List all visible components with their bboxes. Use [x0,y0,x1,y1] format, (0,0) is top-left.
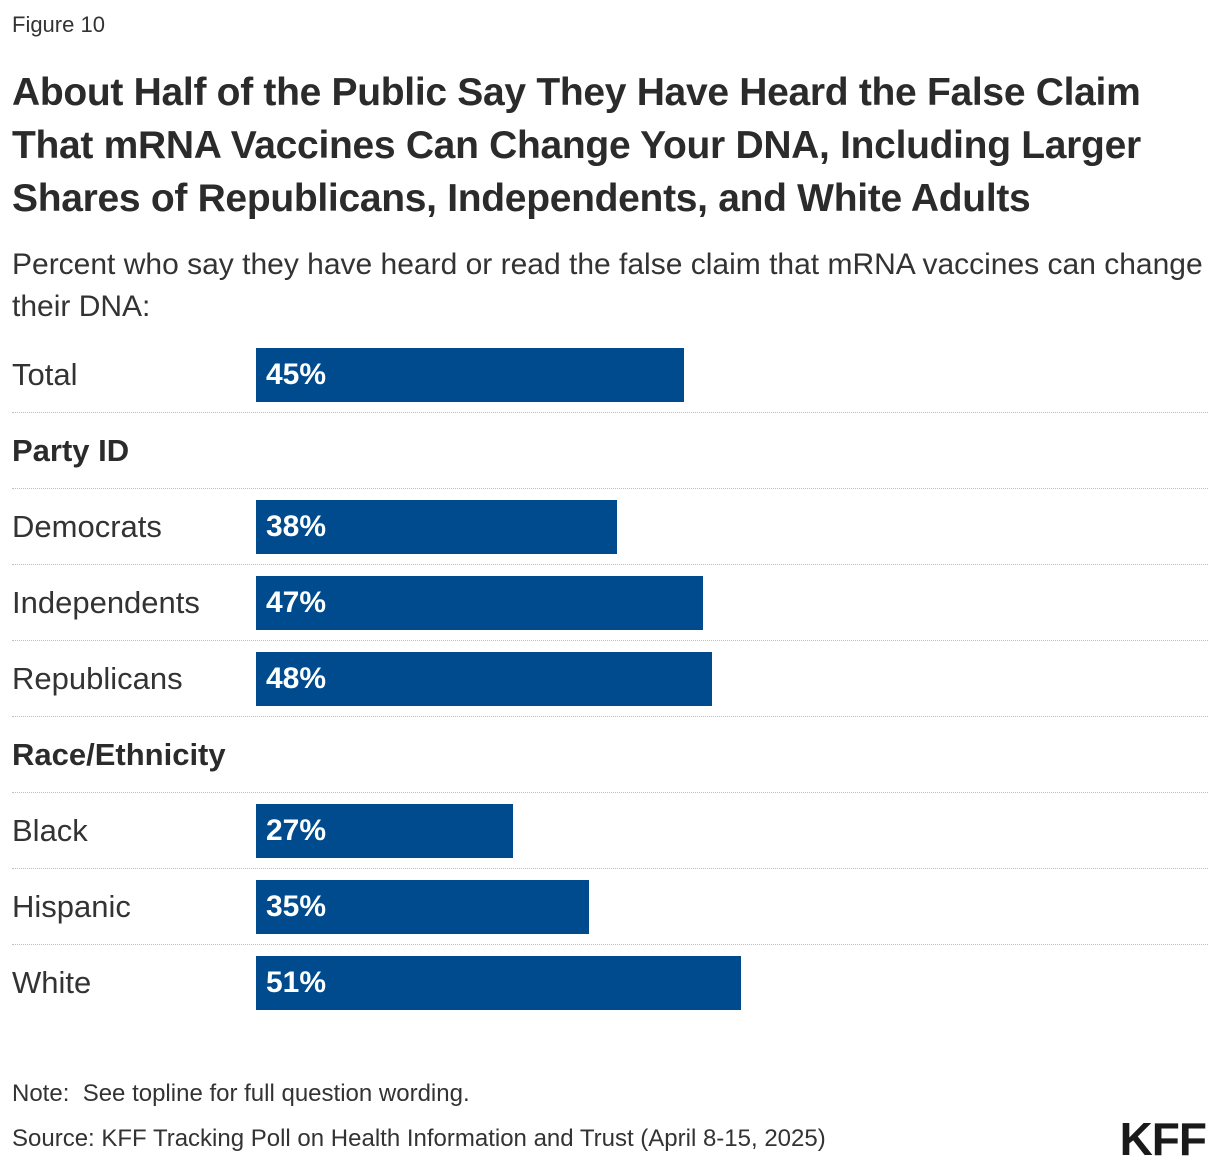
category-label: Total [12,357,78,392]
bar-row: Democrats 38% [12,489,1208,565]
group-header-row: Party ID [12,413,1208,489]
chart-title: About Half of the Public Say They Have H… [12,71,1141,220]
category-label: Democrats [12,509,162,544]
group-label: Race/Ethnicity [12,737,226,772]
bar-row: Total 45% [12,337,1208,413]
category-label: Hispanic [12,889,131,924]
bar-row: Hispanic 35% [12,869,1208,945]
category-label: Black [12,813,88,848]
bar-value-label: 51% [266,966,327,999]
bar-value-label: 35% [266,890,327,923]
bar-row: Black 27% [12,793,1208,869]
category-label: White [12,965,92,1000]
bar [256,348,684,402]
bar [256,576,703,630]
bar-row: White 51% [12,945,1208,1021]
bar [256,804,513,858]
figure-label: Figure 10 [12,12,105,37]
group-header-row: Race/Ethnicity [12,717,1208,793]
bar [256,880,589,934]
bar [256,500,617,554]
bar [256,956,741,1010]
bar-value-label: 45% [266,358,327,391]
bar-chart: Total 45% Party ID Democrats 38% Independents… [12,337,1208,1027]
chart-source: Source: KFF Tracking Poll on Health Info… [12,1125,826,1152]
bar-value-label: 48% [266,662,327,695]
category-label: Republicans [12,661,183,696]
bar-row: Republicans 48% [12,641,1208,717]
group-label: Party ID [12,433,130,468]
bar-value-label: 27% [266,814,327,847]
chart-note: Note: See topline for full question word… [12,1080,470,1107]
bar-row: Independents 47% [12,565,1208,641]
kff-logo: KFF [1119,1113,1207,1165]
bar [256,652,712,706]
bar-value-label: 47% [266,586,327,619]
chart-subtitle: Percent who say they have heard or read … [12,248,1203,323]
category-label: Independents [12,585,200,620]
bar-value-label: 38% [266,510,327,543]
